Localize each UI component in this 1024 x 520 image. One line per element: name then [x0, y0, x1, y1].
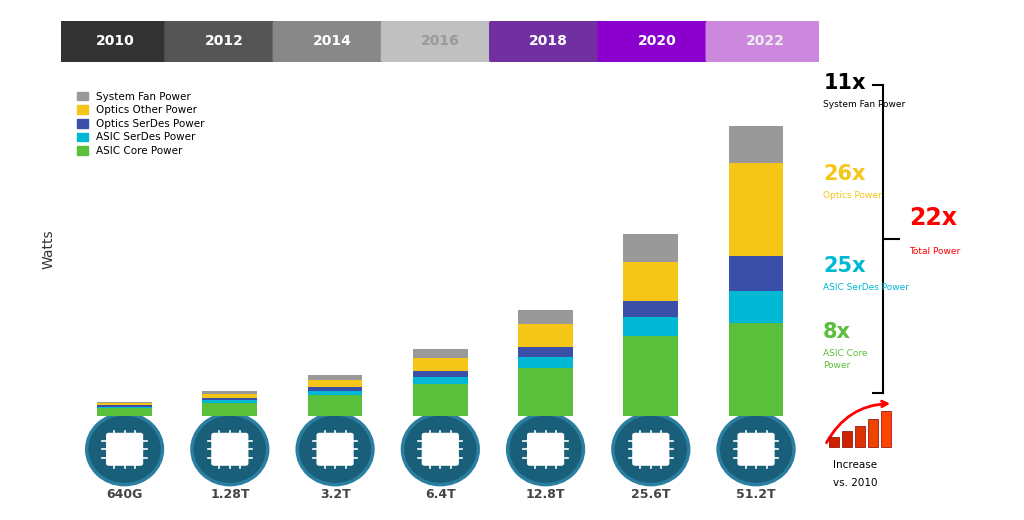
Bar — [868, 419, 879, 447]
Bar — [842, 432, 852, 447]
Bar — [518, 324, 573, 347]
Bar — [518, 309, 573, 324]
Bar — [97, 404, 152, 406]
Bar — [413, 349, 468, 358]
Text: 51.2T: 51.2T — [736, 488, 776, 501]
Bar — [624, 262, 678, 301]
Text: 1.28T: 1.28T — [210, 488, 250, 501]
Text: 3.2T: 3.2T — [319, 488, 350, 501]
Bar — [307, 391, 362, 395]
Bar — [729, 126, 783, 163]
Bar — [203, 394, 257, 398]
Text: System Fan Power: System Fan Power — [823, 100, 905, 109]
Ellipse shape — [191, 414, 267, 485]
Text: ASIC SerDes Power: ASIC SerDes Power — [823, 283, 909, 292]
Bar — [518, 347, 573, 357]
Bar — [203, 400, 257, 402]
FancyBboxPatch shape — [489, 20, 608, 63]
FancyBboxPatch shape — [317, 434, 353, 465]
Legend: System Fan Power, Optics Other Power, Optics SerDes Power, ASIC SerDes Power, AS: System Fan Power, Optics Other Power, Op… — [74, 88, 208, 159]
Text: Increase: Increase — [834, 460, 878, 470]
Bar — [203, 402, 257, 416]
Bar — [624, 336, 678, 416]
Text: 11x: 11x — [823, 73, 865, 93]
Text: 2016: 2016 — [421, 34, 460, 48]
Bar — [203, 392, 257, 394]
Bar — [624, 301, 678, 318]
Text: 2010: 2010 — [96, 34, 135, 48]
Text: 25x: 25x — [823, 256, 866, 276]
Bar — [413, 371, 468, 378]
Text: Optics Power: Optics Power — [823, 191, 882, 200]
FancyBboxPatch shape — [738, 434, 774, 465]
FancyBboxPatch shape — [56, 20, 175, 63]
FancyBboxPatch shape — [164, 20, 284, 63]
Text: 25.6T: 25.6T — [631, 488, 671, 501]
Text: 12.8T: 12.8T — [525, 488, 565, 501]
Bar — [307, 380, 362, 387]
Bar — [97, 402, 152, 404]
Ellipse shape — [613, 414, 689, 485]
Text: 2014: 2014 — [312, 34, 351, 48]
Text: ASIC Core
Power: ASIC Core Power — [823, 349, 867, 370]
Bar — [97, 408, 152, 416]
Bar — [881, 411, 891, 447]
Text: Total Power: Total Power — [909, 247, 961, 256]
FancyBboxPatch shape — [706, 20, 824, 63]
Text: 2020: 2020 — [638, 34, 676, 48]
Bar — [729, 256, 783, 291]
FancyBboxPatch shape — [423, 434, 458, 465]
Bar — [729, 291, 783, 323]
Bar — [729, 163, 783, 256]
Text: 22x: 22x — [909, 206, 957, 230]
Y-axis label: Watts: Watts — [42, 230, 56, 269]
FancyBboxPatch shape — [212, 434, 248, 465]
Text: 8x: 8x — [823, 322, 851, 342]
FancyBboxPatch shape — [597, 20, 717, 63]
Ellipse shape — [718, 414, 794, 485]
Bar — [97, 407, 152, 408]
FancyBboxPatch shape — [381, 20, 500, 63]
Bar — [729, 323, 783, 416]
FancyBboxPatch shape — [106, 434, 142, 465]
Bar — [203, 398, 257, 400]
Text: 2012: 2012 — [205, 34, 244, 48]
Ellipse shape — [508, 414, 584, 485]
Text: 2018: 2018 — [529, 34, 568, 48]
Bar — [413, 384, 468, 416]
Bar — [624, 235, 678, 262]
Bar — [518, 368, 573, 416]
FancyBboxPatch shape — [272, 20, 391, 63]
Bar — [307, 387, 362, 391]
Bar — [624, 318, 678, 336]
Ellipse shape — [87, 414, 163, 485]
Bar — [307, 395, 362, 416]
Bar — [829, 437, 840, 447]
Text: vs. 2010: vs. 2010 — [833, 478, 878, 488]
Text: 640G: 640G — [106, 488, 142, 501]
Bar — [855, 425, 865, 447]
FancyBboxPatch shape — [633, 434, 669, 465]
Bar — [518, 357, 573, 368]
Ellipse shape — [402, 414, 478, 485]
Bar — [307, 375, 362, 380]
Bar — [413, 358, 468, 371]
Bar — [413, 378, 468, 384]
FancyBboxPatch shape — [527, 434, 563, 465]
Text: 2022: 2022 — [745, 34, 784, 48]
Ellipse shape — [297, 414, 373, 485]
Text: 6.4T: 6.4T — [425, 488, 456, 501]
Bar — [97, 406, 152, 407]
Text: 26x: 26x — [823, 164, 865, 184]
